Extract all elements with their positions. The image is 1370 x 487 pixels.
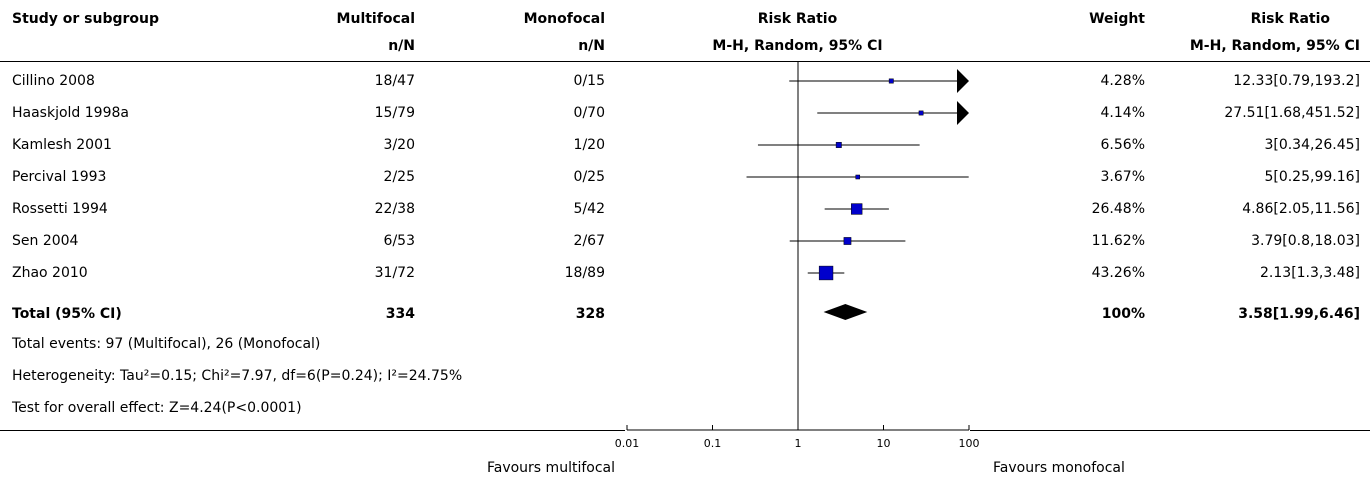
study-weight: 6.56% xyxy=(1100,137,1145,153)
study-exp: 31/72 xyxy=(374,265,415,281)
study-ctl: 1/20 xyxy=(573,137,605,153)
study-weight: 4.14% xyxy=(1100,105,1145,121)
header-ctl-sub: n/N xyxy=(578,38,605,54)
pooled-diamond xyxy=(823,304,868,320)
study-rr: 3.79[0.8,18.03] xyxy=(1251,233,1360,249)
total-weight: 100% xyxy=(1101,306,1145,322)
favours-right: Favours monofocal xyxy=(993,460,1125,476)
header-exp: Multifocal xyxy=(336,11,415,27)
header-rr-text-sub: M-H, Random, 95% CI xyxy=(1189,38,1360,54)
header-rr-text: Risk Ratio xyxy=(1250,11,1330,27)
study-weight: 26.48% xyxy=(1091,201,1145,217)
study-name: Percival 1993 xyxy=(12,169,107,185)
header-weight: Weight xyxy=(1089,11,1145,27)
header-exp-sub: n/N xyxy=(388,38,415,54)
study-name: Cillino 2008 xyxy=(12,73,95,89)
study-ctl: 0/15 xyxy=(573,73,605,89)
study-point xyxy=(918,110,924,116)
header-rr-plot-sub: M-H, Random, 95% CI xyxy=(712,38,883,54)
header-rule xyxy=(0,61,1370,62)
favours-left: Favours multifocal xyxy=(486,460,615,476)
study-exp: 15/79 xyxy=(374,105,415,121)
study-name: Kamlesh 2001 xyxy=(12,137,112,153)
study-exp: 22/38 xyxy=(374,201,415,217)
footer-total-events: Total events: 97 (Multifocal), 26 (Monof… xyxy=(12,336,321,352)
study-rr: 3[0.34,26.45] xyxy=(1264,137,1360,153)
study-name: Zhao 2010 xyxy=(12,265,88,281)
header-study: Study or subgroup xyxy=(12,11,160,27)
footer-overall-effect: Test for overall effect: Z=4.24(P<0.0001… xyxy=(12,400,302,416)
study-exp: 6/53 xyxy=(383,233,415,249)
study-point xyxy=(855,174,861,180)
x-axis-tick-label: 1 xyxy=(795,437,802,450)
study-exp: 2/25 xyxy=(383,169,415,185)
bottom-rule-left xyxy=(0,430,625,431)
study-rr: 12.33[0.79,193.2] xyxy=(1233,73,1360,89)
x-axis-tick-label: 100 xyxy=(959,437,980,450)
study-rr: 5[0.25,99.16] xyxy=(1264,169,1360,185)
header-rr-plot: Risk Ratio xyxy=(757,11,838,27)
study-rr: 4.86[2.05,11.56] xyxy=(1242,201,1360,217)
study-ctl: 5/42 xyxy=(573,201,605,217)
ci-arrow xyxy=(957,69,969,93)
x-axis-tick-label: 0.1 xyxy=(704,437,722,450)
x-axis-tick-label: 10 xyxy=(877,437,891,450)
header-ctl: Monofocal xyxy=(523,11,605,27)
study-ctl: 18/89 xyxy=(564,265,605,281)
study-weight: 43.26% xyxy=(1091,265,1145,281)
study-name: Rossetti 1994 xyxy=(12,201,108,217)
ci-arrow xyxy=(957,101,969,125)
study-weight: 11.62% xyxy=(1091,233,1145,249)
study-point xyxy=(835,142,842,148)
study-weight: 3.67% xyxy=(1100,169,1145,185)
footer-heterogeneity: Heterogeneity: Tau²=0.15; Chi²=7.97, df=… xyxy=(12,368,463,384)
total-label: Total (95% CI) xyxy=(12,306,122,322)
study-rr: 27.51[1.68,451.52] xyxy=(1224,105,1360,121)
study-point xyxy=(851,203,863,215)
study-ctl: 2/67 xyxy=(573,233,605,249)
total-exp: 334 xyxy=(385,306,415,322)
total-ctl: 328 xyxy=(575,306,605,322)
study-name: Sen 2004 xyxy=(12,233,79,249)
study-exp: 3/20 xyxy=(383,137,415,153)
study-point xyxy=(843,237,852,245)
study-point xyxy=(818,265,834,281)
study-rr: 2.13[1.3,3.48] xyxy=(1260,265,1360,281)
study-point xyxy=(888,78,894,84)
study-name: Haaskjold 1998a xyxy=(12,105,129,121)
study-ctl: 0/25 xyxy=(573,169,605,185)
study-weight: 4.28% xyxy=(1100,73,1145,89)
bottom-rule-right xyxy=(970,430,1370,431)
x-axis-tick-label: 0.01 xyxy=(615,437,640,450)
study-exp: 18/47 xyxy=(374,73,415,89)
total-rr: 3.58[1.99,6.46] xyxy=(1238,306,1360,322)
study-ctl: 0/70 xyxy=(573,105,605,121)
